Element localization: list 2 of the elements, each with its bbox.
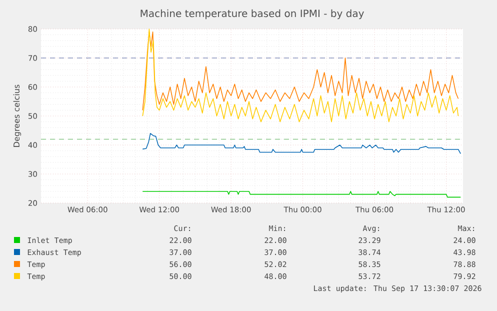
y-axis-title: Degrees celcius <box>13 84 22 147</box>
chart-title: Machine temperature based on IPMI - by day <box>140 9 364 20</box>
